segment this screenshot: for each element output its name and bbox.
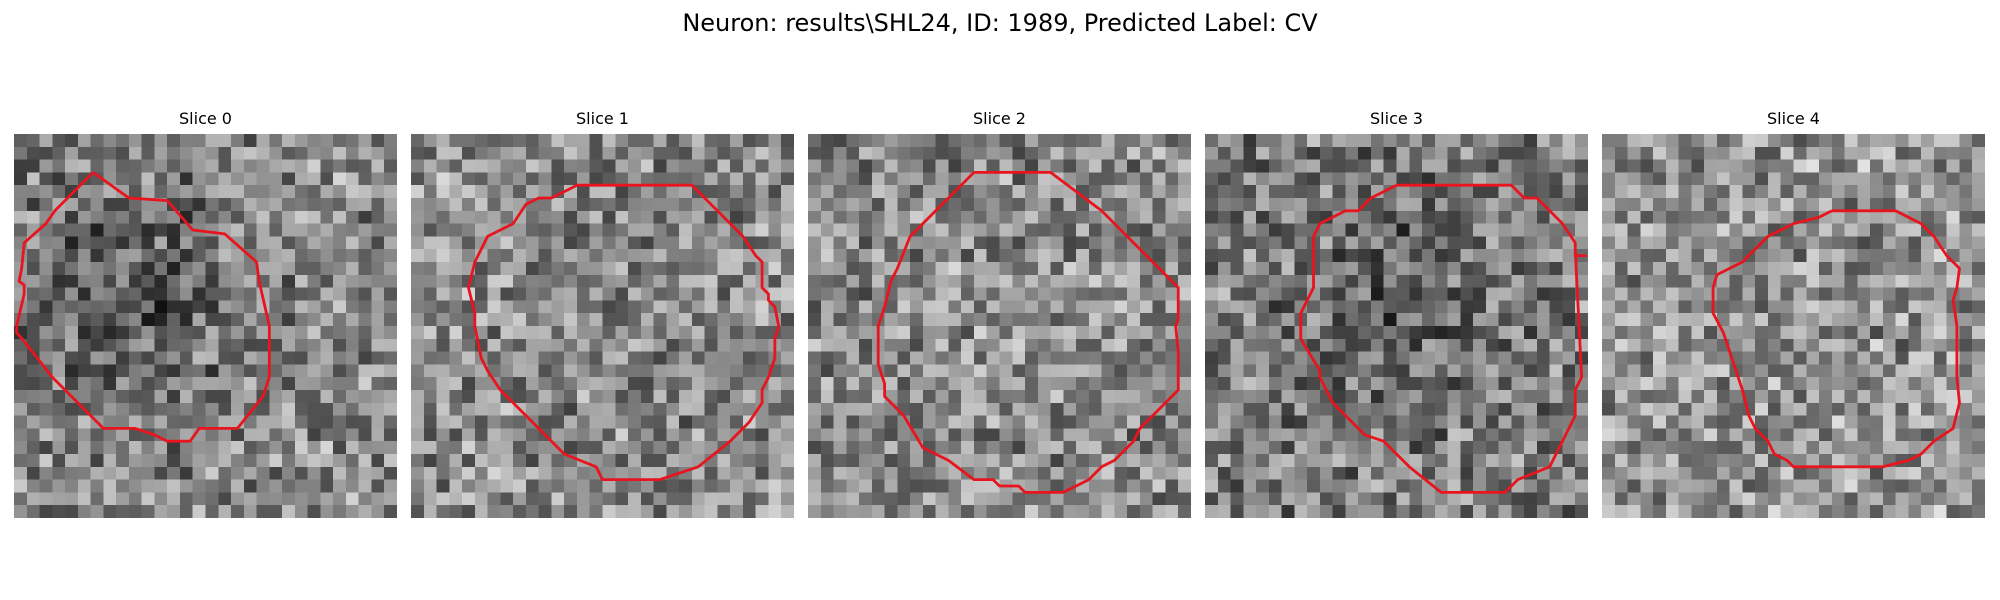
neuron-contour (1711, 209, 1961, 469)
neuron-contour (15, 171, 271, 443)
slice-image-2 (808, 134, 1191, 518)
slice-title-1: Slice 1 (576, 109, 629, 128)
figure-title: Neuron: results\SHL24, ID: 1989, Predict… (682, 9, 1318, 37)
pixel-grid (808, 134, 1191, 518)
slice-title-2: Slice 2 (973, 109, 1026, 128)
neuron-contour (467, 183, 781, 482)
slice-image-0 (14, 134, 397, 518)
slice-title-0: Slice 0 (179, 109, 232, 128)
slice-image-4 (1602, 134, 1985, 518)
neuron-contour (876, 170, 1180, 494)
pixel-grid (411, 134, 794, 518)
slice-title-3: Slice 3 (1370, 109, 1423, 128)
slice-image-1 (411, 134, 794, 518)
neuron-contour (1299, 183, 1587, 494)
pixel-grid (1602, 134, 1985, 518)
slice-title-4: Slice 4 (1767, 109, 1820, 128)
pixel-grid (1205, 134, 1588, 518)
slice-image-3 (1205, 134, 1588, 518)
pixel-grid (14, 134, 397, 518)
